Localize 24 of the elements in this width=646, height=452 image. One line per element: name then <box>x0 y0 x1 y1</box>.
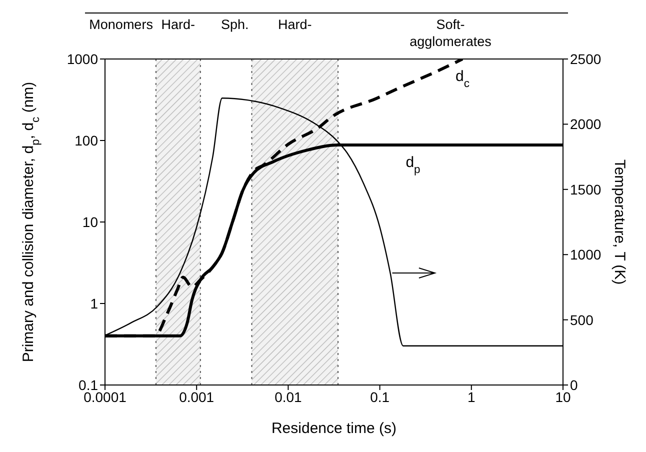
x-tick-label: 10 <box>555 388 571 405</box>
y-tick-label: 100 <box>74 132 98 148</box>
series-label: d$_{c}$ <box>456 68 470 90</box>
y2-tick-label: 500 <box>570 312 594 328</box>
text: Monomers <box>89 17 154 32</box>
y2-tick-label: 1000 <box>570 246 602 263</box>
y-tick-label: 1000 <box>66 50 98 67</box>
x-tick-label: 0.1 <box>370 388 390 405</box>
x-axis-title: Residence time (s) <box>271 420 397 437</box>
band-label: Hard- <box>161 17 196 32</box>
text: Sph. <box>220 17 249 32</box>
y2-tick-label: 2500 <box>570 50 602 67</box>
y2-tick-label: 2000 <box>570 116 602 132</box>
y2-tick-label: 1500 <box>570 181 602 198</box>
text: Soft-agglomerates <box>410 17 492 49</box>
y-tick-label: 1 <box>90 295 98 312</box>
y-tick-label: 10 <box>82 214 98 230</box>
y2-tick-label: 0 <box>570 376 578 393</box>
x-tick-label: 0.01 <box>274 388 302 405</box>
x-tick-label: 0.001 <box>179 388 214 405</box>
series-label: d$_{p}$ <box>406 154 420 176</box>
band-label: Hard- <box>278 17 312 32</box>
y2-axis-title: Temperature, T (K) <box>611 159 628 285</box>
x-tick-label: 1 <box>468 388 476 405</box>
